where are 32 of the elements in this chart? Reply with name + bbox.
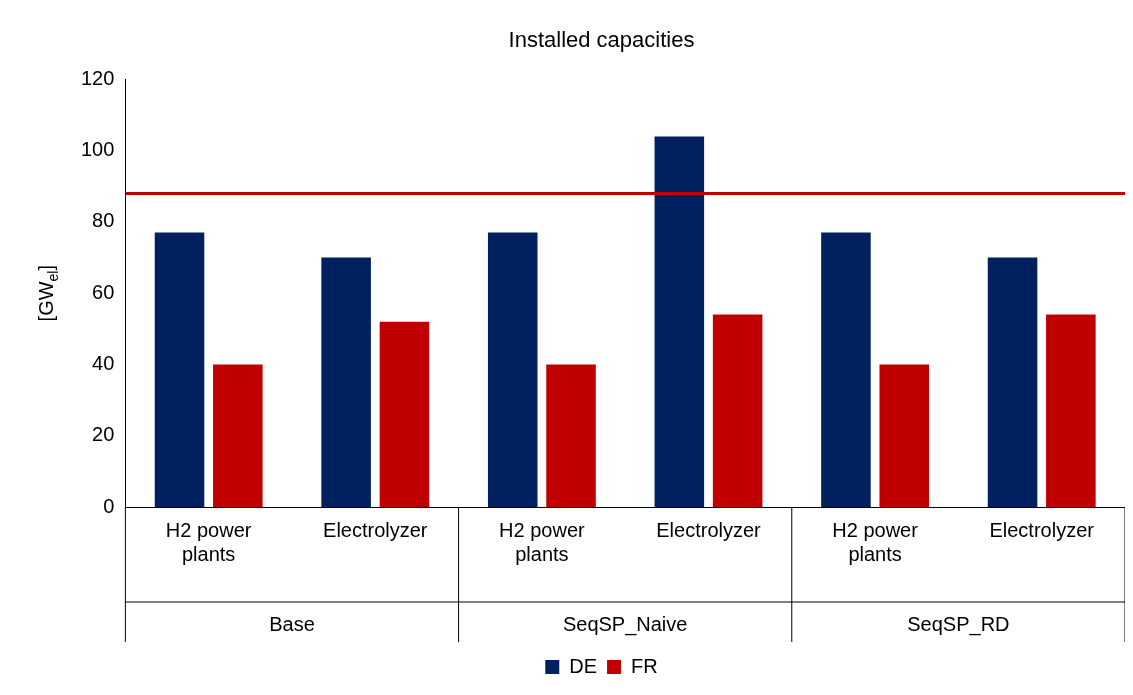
bar xyxy=(987,257,1038,507)
y-tick-label: 20 xyxy=(92,423,115,446)
y-tick-label: 60 xyxy=(92,280,115,303)
bar xyxy=(379,321,430,507)
y-tick-label: 100 xyxy=(80,138,115,161)
bar xyxy=(654,136,705,507)
legend-label: FR xyxy=(631,654,658,677)
bar xyxy=(712,314,763,507)
x-tick-label: Electrolyzer xyxy=(323,518,428,541)
text: SeqSP_Naive xyxy=(562,612,688,636)
legend-label: DE xyxy=(569,654,598,677)
x-tick-label: Electrolyzer xyxy=(989,518,1095,541)
x-tick-label: H2 power plants xyxy=(832,518,919,565)
bar xyxy=(213,364,263,507)
y-axis-title: [GWel] xyxy=(35,264,61,322)
x-tick-label: H2 power plants xyxy=(165,518,252,565)
y-tick-label: 120 xyxy=(80,66,115,89)
x-tick-label: H2 power plants xyxy=(499,518,586,565)
text: SeqSP_RD xyxy=(907,612,1010,636)
bar xyxy=(546,364,596,507)
chart-title: Installed capacities xyxy=(508,27,695,53)
bar xyxy=(1046,314,1096,507)
bar xyxy=(321,257,371,507)
bar xyxy=(487,232,538,507)
bar xyxy=(879,364,930,507)
x-tick-label: Electrolyzer xyxy=(656,518,762,541)
y-tick-label: 40 xyxy=(92,351,115,374)
y-tick-label: 0 xyxy=(103,494,115,517)
text: Base xyxy=(269,612,315,635)
y-tick-label: 80 xyxy=(92,209,115,232)
bar xyxy=(154,232,205,507)
bar xyxy=(821,232,871,507)
